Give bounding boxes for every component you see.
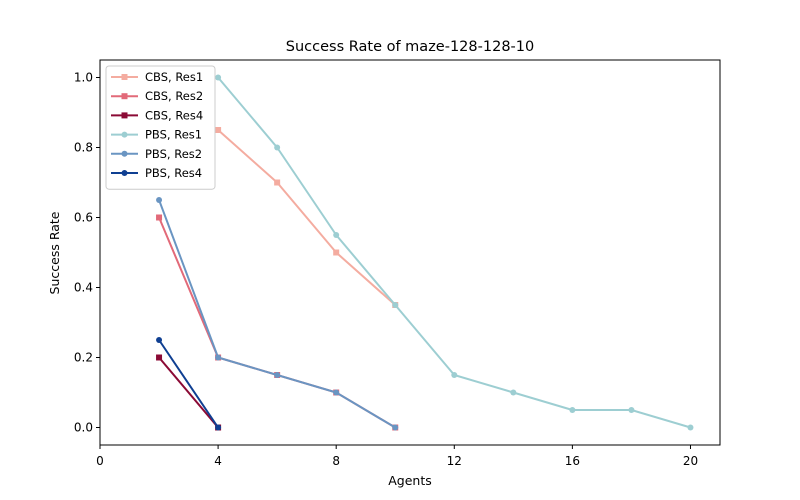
x-axis: 0 4 8 12 16 20	[96, 445, 698, 468]
x-tick-label: 16	[565, 454, 580, 468]
legend-label: PBS, Res1	[145, 128, 202, 142]
legend-label: CBS, Res2	[145, 89, 203, 103]
y-axis: 0.0 0.2 0.4 0.6 0.8 1.0	[74, 71, 100, 435]
data-point-square	[333, 249, 340, 256]
legend-item: CBS, Res2	[111, 89, 203, 103]
data-point-circle	[333, 232, 340, 238]
y-tick-label: 0.4	[74, 281, 93, 295]
data-point-circle	[392, 424, 399, 431]
y-tick-label: 0.6	[74, 211, 93, 225]
data-point-square	[156, 214, 163, 221]
x-tick-label: 8	[332, 454, 340, 468]
axes-frame	[99, 59, 721, 446]
legend-item: PBS, Res4	[111, 166, 202, 180]
legend: CBS, Res1 CBS, Res2 CBS, Res4 PBS, Res1 PBS,…	[105, 65, 216, 190]
legend-marker-square	[121, 112, 128, 119]
data-point-circle	[333, 389, 340, 396]
data-point-circle	[569, 407, 576, 413]
legend-item: CBS, Res4	[111, 108, 203, 122]
y-tick-label: 1.0	[74, 71, 93, 85]
x-tick-label: 12	[447, 454, 462, 468]
legend-label: PBS, Res4	[145, 166, 202, 180]
series-5	[156, 197, 399, 431]
legend-item: PBS, Res1	[111, 128, 202, 142]
data-point-circle	[156, 337, 163, 343]
data-point-circle	[156, 197, 163, 203]
legend-marker-circle	[121, 170, 128, 176]
series-6	[156, 337, 222, 431]
x-tick-label: 20	[683, 454, 698, 468]
legend-label: PBS, Res2	[145, 147, 202, 161]
data-point-square	[156, 354, 163, 361]
data-point-circle	[451, 372, 458, 378]
y-tick-label: 0.8	[74, 141, 93, 155]
series-line	[158, 356, 220, 429]
legend-item: CBS, Res1	[111, 70, 203, 84]
y-tick-label: 0.2	[74, 351, 93, 365]
data-point-circle	[628, 407, 635, 413]
data-point-circle	[510, 389, 517, 396]
data-point-circle	[687, 424, 694, 431]
series-line	[158, 339, 220, 429]
x-axis-label: Agents	[388, 473, 432, 488]
legend-marker-square	[121, 93, 128, 100]
x-tick-label: 0	[96, 454, 104, 468]
chart-title: Success Rate of maze-128-128-10	[286, 39, 534, 55]
data-point-circle	[274, 372, 281, 378]
legend-label: CBS, Res1	[145, 70, 203, 84]
data-point-circle	[392, 302, 399, 308]
legend-marker-square	[121, 74, 128, 80]
legend-marker-circle	[121, 131, 128, 138]
x-tick-label: 4	[214, 454, 222, 468]
data-point-circle	[215, 354, 222, 361]
y-tick-label: 0.0	[74, 421, 93, 435]
series-line	[217, 129, 397, 306]
data-point-square	[215, 127, 222, 133]
y-axis-label: Success Rate	[47, 211, 62, 294]
plot-area	[156, 74, 694, 431]
legend-label: CBS, Res4	[145, 108, 203, 122]
legend-item: PBS, Res2	[111, 147, 202, 161]
series-4	[215, 74, 694, 431]
data-point-square	[274, 179, 281, 186]
data-point-circle	[215, 74, 222, 81]
data-point-circle	[215, 424, 222, 431]
data-point-circle	[274, 144, 281, 151]
legend-marker-circle	[121, 150, 128, 157]
